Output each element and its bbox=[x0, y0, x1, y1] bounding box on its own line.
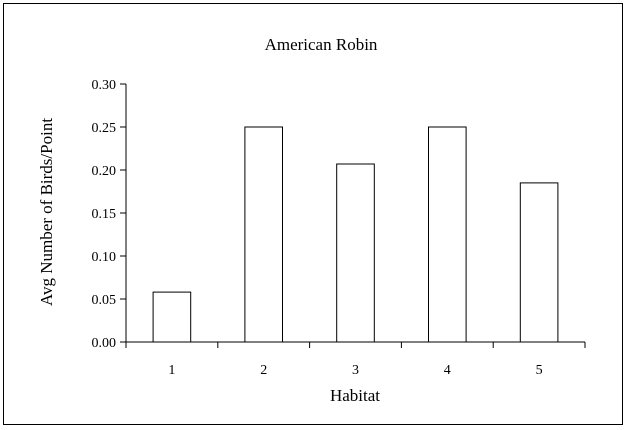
bars-group bbox=[153, 127, 558, 342]
bar-habitat-3 bbox=[337, 164, 375, 342]
bar-habitat-5 bbox=[520, 183, 558, 342]
bar-habitat-4 bbox=[429, 127, 467, 342]
x-tick-label: 5 bbox=[536, 363, 543, 378]
x-tick-label: 1 bbox=[168, 363, 175, 378]
y-tick-label: 0.25 bbox=[92, 121, 117, 136]
x-tick-label: 4 bbox=[444, 363, 451, 378]
bar-habitat-2 bbox=[245, 127, 283, 342]
y-tick-label: 0.20 bbox=[92, 164, 117, 179]
x-tick-label: 2 bbox=[260, 363, 267, 378]
y-tick-label: 0.00 bbox=[92, 336, 117, 351]
y-tick-label: 0.05 bbox=[92, 293, 117, 308]
y-tick-label: 0.30 bbox=[92, 78, 117, 93]
chart-title: American Robin bbox=[265, 35, 378, 54]
x-axis-title: Habitat bbox=[330, 386, 380, 405]
bar-habitat-1 bbox=[153, 292, 191, 342]
y-tick-label: 0.10 bbox=[92, 250, 117, 265]
y-tick-label: 0.15 bbox=[92, 207, 117, 222]
x-tick-label: 3 bbox=[352, 363, 359, 378]
y-axis-title: Avg Number of Birds/Point bbox=[37, 118, 56, 306]
